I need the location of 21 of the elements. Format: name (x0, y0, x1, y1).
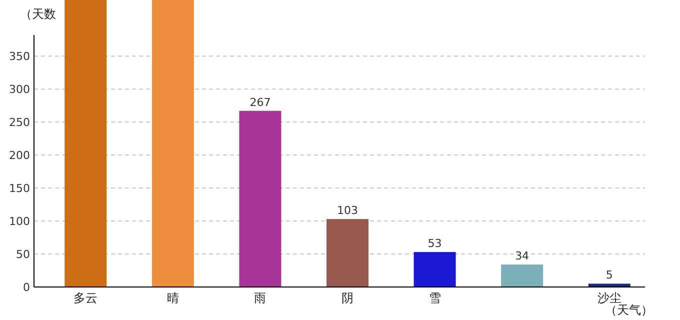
y-tick-label: 200 (9, 149, 30, 162)
data-label: 103 (337, 204, 358, 218)
data-label: 34 (515, 250, 530, 263)
data-label: 267 (250, 96, 271, 109)
x-tick-label: 晴 (166, 291, 179, 305)
x-axis-title: （天气） (605, 303, 653, 317)
x-tick-label: 雨 (254, 291, 266, 305)
x-tick-label: 沙尘 (597, 291, 622, 305)
data-label: 53 (428, 237, 442, 250)
y-tick-label: 300 (9, 83, 30, 96)
y-tick-label: 100 (9, 215, 30, 228)
x-tick-label: 雪 (428, 291, 441, 305)
y-tick-label: 0 (23, 281, 30, 294)
y-tick-label: 250 (9, 116, 30, 130)
y-axis-title: （天数 (20, 7, 56, 21)
x-tick-label: 多云 (74, 291, 98, 305)
data-label: 5 (606, 268, 613, 282)
y-tick-label: 150 (9, 182, 30, 196)
y-tick-label: 50 (16, 248, 30, 262)
y-tick-label: 350 (9, 50, 30, 64)
x-tick-label: 阴 (342, 291, 354, 305)
